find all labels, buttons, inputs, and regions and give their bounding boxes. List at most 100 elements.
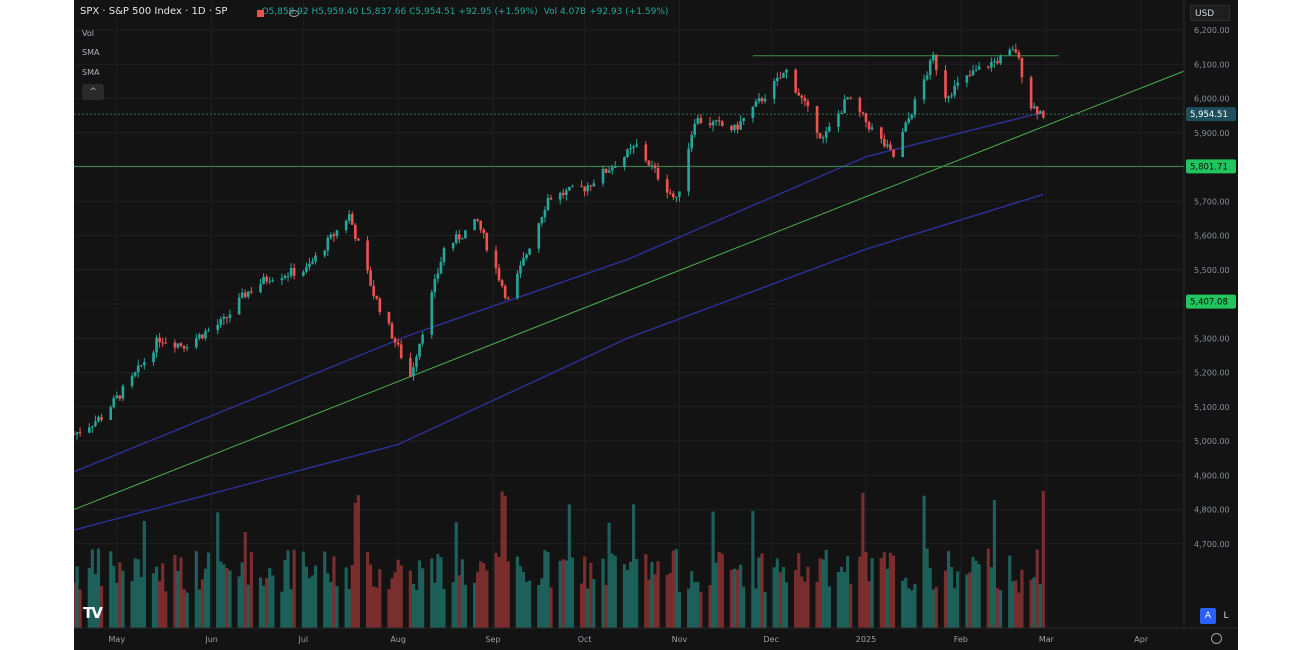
candle-body: [892, 149, 895, 157]
candle-body: [549, 197, 553, 200]
symbol-color-icon[interactable]: [257, 10, 264, 17]
volume-bar: [442, 588, 446, 628]
volume-bar: [472, 582, 477, 628]
volume-bar: [974, 560, 978, 628]
currency-select[interactable]: USD: [1190, 5, 1230, 21]
candle-body: [843, 99, 846, 114]
candle-body: [243, 292, 247, 297]
volume-bar: [356, 495, 360, 628]
volume-bar: [243, 532, 247, 628]
candle-body: [714, 120, 718, 122]
volume-bar: [995, 588, 1000, 628]
price-chart[interactable]: 6,200.006,100.006,000.005,900.005,800.00…: [74, 0, 1238, 650]
x-tick-label: Jun: [204, 635, 218, 644]
indicator-sma-2[interactable]: SMA: [82, 68, 100, 77]
tradingview-logo[interactable]: TV: [83, 604, 103, 622]
volume-bar: [558, 560, 562, 628]
candle-body: [292, 268, 296, 276]
volume-bar: [197, 589, 201, 628]
candle-body: [837, 113, 840, 127]
volume-bar: [671, 550, 675, 628]
volume-bar: [589, 562, 593, 628]
volume-bar: [904, 577, 908, 628]
y-tick-label: 6,200.00: [1194, 26, 1230, 35]
candle-body: [323, 250, 327, 256]
volume-bar: [751, 510, 755, 628]
clock-icon[interactable]: [1211, 633, 1222, 644]
volume-bar: [430, 558, 434, 628]
volume-bar: [943, 570, 948, 628]
candle-body: [733, 124, 736, 131]
volume-bar: [925, 548, 929, 628]
candle-body: [378, 298, 382, 312]
symbol-title[interactable]: SPX · S&P 500 Index · 1D · SP: [80, 6, 228, 17]
candle-body: [497, 268, 501, 281]
candle-body: [461, 238, 464, 240]
volume-bar: [393, 572, 397, 628]
volume-bar: [219, 561, 223, 628]
volume-bar: [570, 557, 575, 628]
volume-bar: [90, 549, 94, 628]
candle-body: [818, 133, 822, 138]
volume-bar: [836, 572, 841, 628]
volume-bar: [794, 570, 798, 628]
volume-bar: [778, 572, 782, 628]
volume-bar: [913, 583, 917, 628]
volume-bar: [842, 572, 847, 628]
candle-body: [720, 121, 724, 126]
candle-body: [176, 343, 180, 348]
volume-bar: [344, 567, 348, 628]
volume-bar: [806, 566, 810, 628]
volume-bar: [732, 568, 737, 628]
volume-bar: [271, 575, 275, 628]
volume-bar: [350, 565, 354, 628]
candle-body: [112, 398, 116, 408]
volume-bar: [304, 566, 308, 628]
candle-body: [803, 97, 807, 102]
candle-body: [390, 323, 394, 339]
candle-body: [974, 69, 978, 71]
candle-body: [629, 148, 632, 150]
auto-scale-button[interactable]: A: [1200, 608, 1216, 624]
y-tick-label: 6,100.00: [1194, 60, 1230, 69]
volume-bar: [1014, 580, 1018, 628]
candle-body: [268, 281, 272, 283]
volume-bar: [693, 582, 697, 628]
volume-bar: [99, 586, 104, 628]
volume-bar: [332, 556, 336, 628]
candle-body: [366, 240, 369, 271]
volume-bar: [613, 555, 617, 628]
candle-body: [779, 77, 782, 79]
volume-bar: [720, 553, 724, 628]
candle-body: [482, 229, 486, 233]
volume-readout: Vol 4.07B +92.93 (+1.59%): [543, 6, 669, 17]
candle-body: [375, 295, 379, 299]
candle-body: [357, 238, 360, 241]
candle-body: [913, 99, 917, 115]
volume-bar: [75, 566, 79, 628]
candle-body: [568, 186, 571, 191]
candle-body: [225, 316, 229, 318]
eye-icon[interactable]: [289, 10, 299, 17]
volume-bar: [265, 578, 269, 628]
candle-body: [763, 98, 767, 102]
candle-body: [185, 347, 189, 349]
candle-body: [1020, 57, 1024, 78]
log-scale-button[interactable]: L: [1223, 611, 1229, 621]
candle-body: [776, 77, 779, 82]
candle-body: [133, 372, 137, 376]
indicator-vol[interactable]: Vol: [82, 29, 94, 38]
candle-body: [861, 112, 865, 114]
volume-bar: [849, 583, 853, 628]
volume-bar: [998, 590, 1003, 628]
collapse-indicators-button[interactable]: ^: [82, 84, 104, 100]
candle-body: [246, 291, 250, 297]
volume-bar: [1035, 549, 1039, 628]
y-tick-label: 5,700.00: [1194, 197, 1230, 206]
candle-body: [97, 417, 100, 422]
candle-body: [956, 82, 960, 86]
volume-bar: [687, 588, 691, 628]
volume-bar: [907, 588, 911, 628]
candle-body: [678, 191, 681, 197]
indicator-sma-1[interactable]: SMA: [82, 48, 100, 57]
